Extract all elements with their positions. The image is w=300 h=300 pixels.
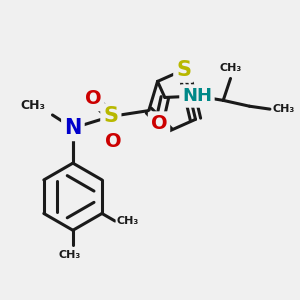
Text: CH₃: CH₃ [219, 63, 242, 73]
Text: CH₃: CH₃ [59, 250, 81, 260]
Text: O: O [85, 89, 102, 108]
Text: S: S [103, 106, 118, 126]
Text: CH₃: CH₃ [273, 104, 295, 114]
Text: CH₃: CH₃ [116, 216, 139, 226]
Text: NH: NH [182, 87, 212, 105]
Text: O: O [106, 132, 122, 151]
Text: CH₃: CH₃ [20, 99, 45, 112]
Text: O: O [151, 114, 167, 133]
Text: S: S [176, 60, 191, 80]
Text: N: N [64, 118, 82, 138]
